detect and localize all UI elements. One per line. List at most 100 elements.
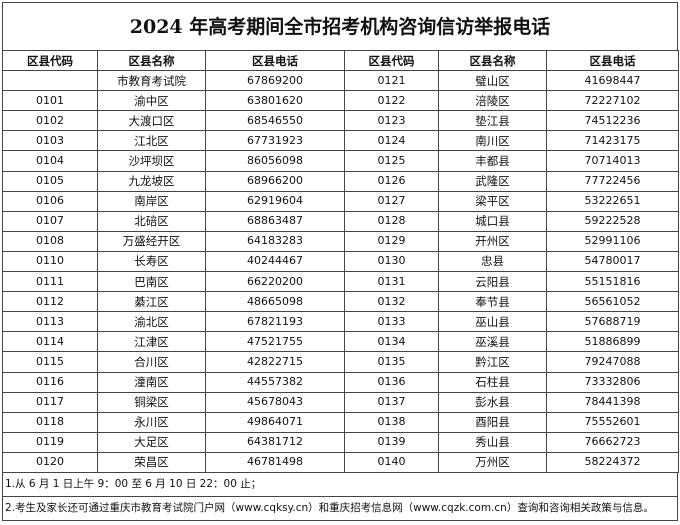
cell-phone-right: 78441398 bbox=[546, 391, 679, 413]
cell-code-right: 0140 bbox=[344, 451, 439, 473]
cell-code-right: 0122 bbox=[344, 90, 439, 112]
cell-name-right: 巫溪县 bbox=[438, 331, 547, 353]
cell-name-left: 大足区 bbox=[97, 431, 206, 453]
cell-name-right: 梁平区 bbox=[438, 190, 547, 212]
cell-name-right: 涪陵区 bbox=[438, 90, 547, 112]
table-row: 0111 巴南区 66220200 0131 云阳县 55151816 bbox=[2, 271, 679, 293]
cell-name-left: 渝中区 bbox=[97, 90, 206, 112]
cell-code-left: 0102 bbox=[2, 110, 98, 132]
cell-phone-left: 66220200 bbox=[205, 271, 345, 293]
table-row: 0120 荣昌区 46781498 0140 万州区 58224372 bbox=[2, 451, 679, 473]
table-row: 0116 潼南区 44557382 0136 石柱县 73332806 bbox=[2, 371, 679, 393]
cell-phone-right: 79247088 bbox=[546, 351, 679, 373]
cell-code-right: 0138 bbox=[344, 411, 439, 433]
cell-phone-left: 86056098 bbox=[205, 150, 345, 172]
cell-phone-right: 41698447 bbox=[546, 70, 679, 92]
cell-name-left: 市教育考试院 bbox=[97, 70, 206, 92]
cell-phone-right: 58224372 bbox=[546, 451, 679, 473]
cell-name-right: 城口县 bbox=[438, 210, 547, 232]
table-row: 0108 万盛经开区 64183283 0129 开州区 52991106 bbox=[2, 230, 679, 252]
table-row: 0101 渝中区 63801620 0122 涪陵区 72227102 bbox=[2, 90, 679, 112]
cell-code-right: 0137 bbox=[344, 391, 439, 413]
cell-phone-right: 74512236 bbox=[546, 110, 679, 132]
cell-name-left: 南岸区 bbox=[97, 190, 206, 212]
cell-code-left: 0117 bbox=[2, 391, 98, 413]
cell-phone-right: 57688719 bbox=[546, 311, 679, 333]
table-row: 0112 綦江区 48665098 0132 奉节县 56561052 bbox=[2, 291, 679, 313]
cell-phone-right: 59222528 bbox=[546, 210, 679, 232]
cell-code-left: 0112 bbox=[2, 291, 98, 313]
table-row: 0110 长寿区 40244467 0130 忠县 54780017 bbox=[2, 250, 679, 273]
cell-phone-right: 51886899 bbox=[546, 331, 679, 353]
header-phone-left: 区县电话 bbox=[205, 49, 345, 72]
table-header-row: 区县代码 区县名称 区县电话 区县代码 区县名称 区县电话 bbox=[2, 49, 679, 72]
cell-phone-right: 76662723 bbox=[546, 431, 679, 453]
cell-code-left: 0108 bbox=[2, 230, 98, 252]
cell-code-right: 0125 bbox=[344, 150, 439, 172]
cell-name-left: 长寿区 bbox=[97, 250, 206, 273]
cell-name-right: 云阳县 bbox=[438, 271, 547, 293]
cell-name-left: 江北区 bbox=[97, 130, 206, 152]
cell-code-left: 0103 bbox=[2, 130, 98, 152]
cell-name-left: 合川区 bbox=[97, 351, 206, 373]
header-name-left: 区县名称 bbox=[97, 49, 206, 72]
header-code-right: 区县代码 bbox=[344, 49, 439, 72]
cell-code-left: 0119 bbox=[2, 431, 98, 453]
cell-name-left: 荣昌区 bbox=[97, 451, 206, 473]
cell-name-right: 垫江县 bbox=[438, 110, 547, 132]
cell-phone-right: 75552601 bbox=[546, 411, 679, 433]
cell-name-right: 奉节县 bbox=[438, 291, 547, 313]
cell-phone-left: 49864071 bbox=[205, 411, 345, 433]
table-row: 0102 大渡口区 68546550 0123 垫江县 74512236 bbox=[2, 110, 679, 132]
table-row: 市教育考试院 67869200 0121 璧山区 41698447 bbox=[2, 70, 679, 92]
cell-phone-left: 68546550 bbox=[205, 110, 345, 132]
table-row: 0113 渝北区 67821193 0133 巫山县 57688719 bbox=[2, 311, 679, 333]
cell-phone-left: 64183283 bbox=[205, 230, 345, 252]
cell-name-left: 北碚区 bbox=[97, 210, 206, 232]
cell-name-right: 秀山县 bbox=[438, 431, 547, 453]
table-row: 0104 沙坪坝区 86056098 0125 丰都县 70714013 bbox=[2, 150, 679, 172]
cell-name-left: 大渡口区 bbox=[97, 110, 206, 132]
cell-phone-left: 46781498 bbox=[205, 451, 345, 473]
cell-phone-right: 72227102 bbox=[546, 90, 679, 112]
cell-code-right: 0133 bbox=[344, 311, 439, 333]
cell-name-left: 渝北区 bbox=[97, 311, 206, 333]
cell-code-left: 0105 bbox=[2, 170, 98, 192]
cell-phone-left: 44557382 bbox=[205, 371, 345, 393]
cell-name-left: 江津区 bbox=[97, 331, 206, 353]
cell-name-right: 石柱县 bbox=[438, 371, 547, 393]
cell-phone-left: 67869200 bbox=[205, 70, 345, 92]
cell-phone-right: 73332806 bbox=[546, 371, 679, 393]
cell-code-right: 0132 bbox=[344, 291, 439, 313]
cell-phone-right: 71423175 bbox=[546, 130, 679, 152]
cell-phone-left: 68966200 bbox=[205, 170, 345, 192]
table-row: 0115 合川区 42822715 0135 黔江区 79247088 bbox=[2, 351, 679, 373]
note-item: 2.考生及家长还可通过重庆市教育考试院门户网（www.cqksy.cn）和重庆招… bbox=[5, 501, 654, 514]
cell-name-left: 铜梁区 bbox=[97, 391, 206, 413]
cell-code-left: 0106 bbox=[2, 190, 98, 212]
cell-code-left: 0110 bbox=[2, 250, 98, 273]
cell-phone-left: 42822715 bbox=[205, 351, 345, 373]
cell-phone-right: 56561052 bbox=[546, 291, 679, 313]
cell-code-right: 0126 bbox=[344, 170, 439, 192]
cell-code-left: 0104 bbox=[2, 150, 98, 172]
header-phone-right: 区县电话 bbox=[546, 49, 679, 72]
table-body: 市教育考试院 67869200 0121 璧山区 41698447 0101 渝中区 6380… bbox=[2, 70, 679, 473]
cell-phone-right: 52991106 bbox=[546, 230, 679, 252]
cell-code-right: 0128 bbox=[344, 210, 439, 232]
cell-name-left: 永川区 bbox=[97, 411, 206, 433]
cell-name-right: 璧山区 bbox=[438, 70, 547, 92]
contact-table: 区县代码 区县名称 区县电话 区县代码 区县名称 区县电话 市教育考试院 6786… bbox=[2, 49, 679, 473]
table-row: 0105 九龙坡区 68966200 0126 武隆区 77722456 bbox=[2, 170, 679, 192]
cell-phone-left: 40244467 bbox=[205, 250, 345, 273]
cell-name-right: 彭水县 bbox=[438, 391, 547, 413]
cell-name-right: 黔江区 bbox=[438, 351, 547, 373]
table-row: 0114 江津区 47521755 0134 巫溪县 51886899 bbox=[2, 331, 679, 353]
cell-phone-right: 53222651 bbox=[546, 190, 679, 212]
table-row: 0119 大足区 64381712 0139 秀山县 76662723 bbox=[2, 431, 679, 453]
cell-name-left: 綦江区 bbox=[97, 291, 206, 313]
cell-code-right: 0130 bbox=[344, 250, 439, 273]
cell-name-left: 沙坪坝区 bbox=[97, 150, 206, 172]
cell-phone-right: 77722456 bbox=[546, 170, 679, 192]
